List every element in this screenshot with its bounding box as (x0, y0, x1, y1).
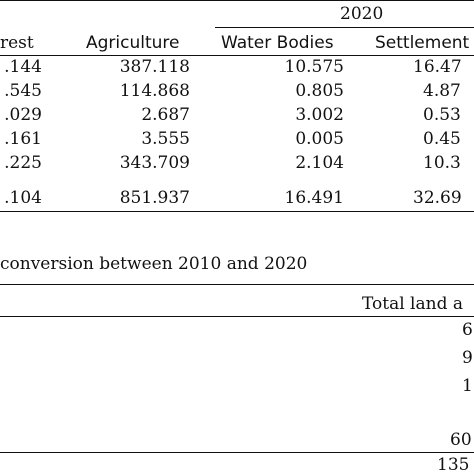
cell: 16.491 (284, 188, 344, 208)
table2-cell: 60 (450, 430, 472, 450)
cell: 32.69 (413, 188, 462, 208)
cell: .029 (4, 105, 42, 125)
table-caption: conversion between 2010 and 2020 (0, 254, 308, 274)
cell: 343.709 (119, 153, 190, 173)
pre-total-rule (0, 452, 474, 454)
top-rule-2 (0, 284, 474, 286)
table2-cell: 6 (462, 320, 473, 340)
cell: 4.87 (423, 81, 461, 101)
column-header-forest: rest (0, 33, 34, 53)
column-header-total-land: Total land a (362, 294, 464, 314)
cell: 0.45 (423, 129, 461, 149)
year-underline (215, 27, 474, 29)
table2-cell: 9 (462, 348, 473, 368)
header-rule-2 (0, 316, 474, 318)
cell: 3.002 (295, 105, 344, 125)
cell: 114.868 (119, 81, 190, 101)
bottom-rule (0, 211, 474, 213)
top-rule (0, 0, 474, 2)
cell: .225 (4, 153, 42, 173)
column-header-water-bodies: Water Bodies (221, 33, 334, 53)
cell: 0.005 (295, 129, 344, 149)
cell: 387.118 (119, 57, 190, 77)
cell: 2.687 (141, 105, 190, 125)
cell: 2.104 (295, 153, 344, 173)
column-header-agriculture: Agriculture (86, 33, 180, 53)
cell: .161 (4, 129, 42, 149)
cell: 16.47 (413, 57, 462, 77)
cell: 10.3 (423, 153, 461, 173)
cell: 0.53 (423, 105, 461, 125)
cell: .545 (4, 81, 42, 101)
year-header: 2020 (340, 4, 384, 24)
cell: .104 (4, 188, 42, 208)
cell: 0.805 (295, 81, 344, 101)
table2-cell: 1 (462, 376, 473, 396)
cell: 3.555 (141, 129, 190, 149)
header-rule (0, 55, 474, 57)
column-header-settlement: Settlement (375, 33, 470, 53)
cell: 10.575 (284, 57, 344, 77)
cell: 851.937 (119, 188, 190, 208)
cell: .144 (4, 57, 42, 77)
table2-total-cell: 135 (437, 455, 470, 475)
